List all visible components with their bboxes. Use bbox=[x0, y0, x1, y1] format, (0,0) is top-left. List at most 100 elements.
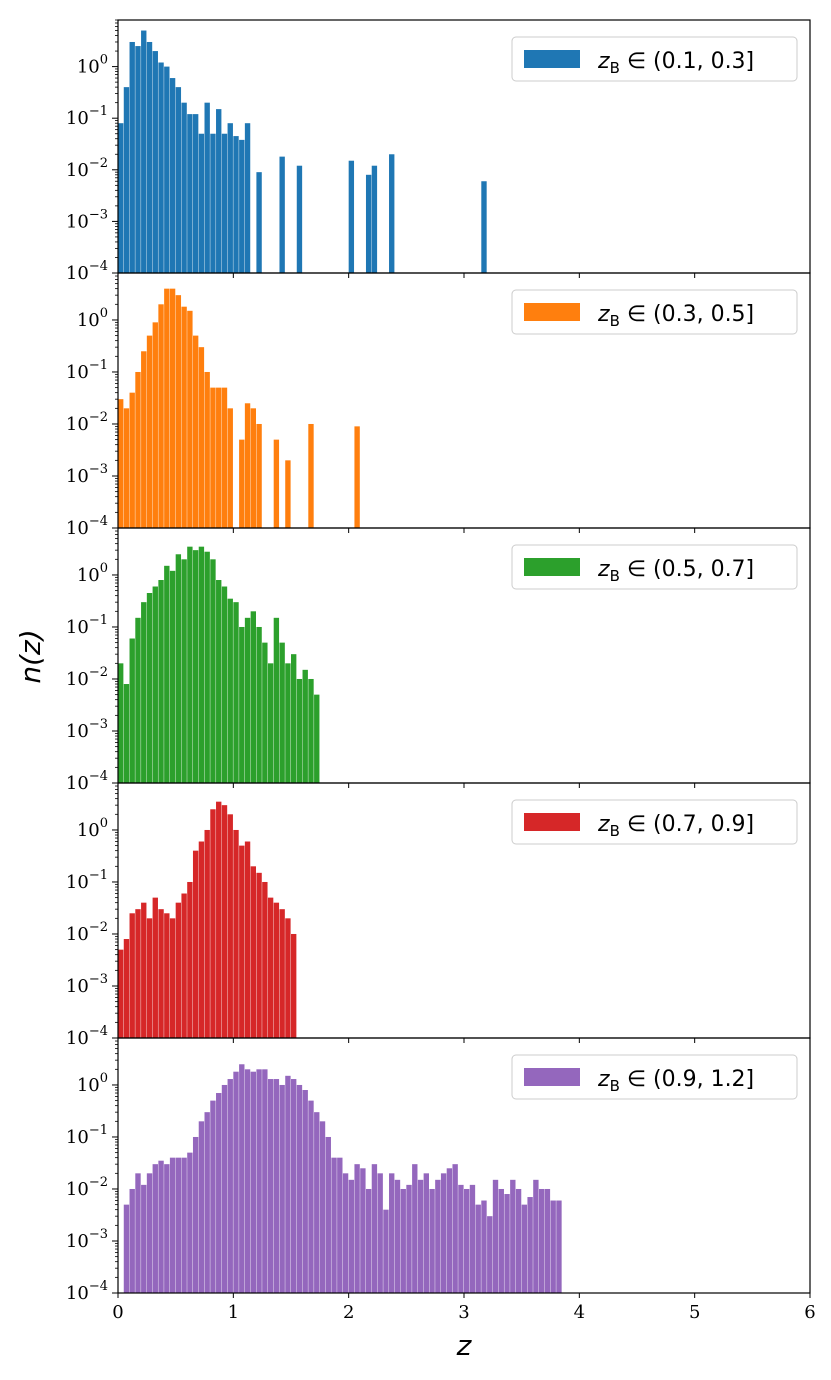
bar bbox=[256, 626, 262, 783]
bar bbox=[389, 154, 395, 273]
bar bbox=[452, 1164, 458, 1293]
bar bbox=[233, 1071, 239, 1293]
bar bbox=[192, 550, 199, 783]
x-tick-label: 6 bbox=[804, 1302, 815, 1323]
legend-swatch bbox=[524, 303, 580, 321]
bar bbox=[164, 66, 170, 273]
y-tick-label: 10−3 bbox=[66, 1227, 108, 1252]
legend-swatch bbox=[524, 813, 580, 831]
y-tick-label: 10−2 bbox=[66, 1175, 108, 1200]
legend-swatch bbox=[524, 558, 580, 576]
bar bbox=[227, 814, 233, 1038]
bar bbox=[250, 611, 256, 783]
bar bbox=[152, 1164, 158, 1293]
bar bbox=[216, 109, 222, 273]
legend-box bbox=[511, 289, 798, 335]
y-tick-label: 10−2 bbox=[66, 920, 108, 945]
bar bbox=[129, 41, 135, 274]
x-tick-label: 5 bbox=[689, 1302, 700, 1323]
bar bbox=[152, 51, 158, 273]
y-tick-label: 10−4 bbox=[66, 514, 108, 539]
bar bbox=[227, 408, 233, 528]
bar bbox=[550, 1200, 556, 1293]
x-tick-label: 1 bbox=[228, 1302, 239, 1323]
bar bbox=[192, 114, 199, 273]
bar bbox=[169, 78, 176, 273]
bar bbox=[181, 102, 187, 273]
bar bbox=[175, 554, 182, 783]
bar bbox=[123, 408, 130, 528]
bar bbox=[129, 638, 135, 783]
bar bbox=[187, 114, 193, 273]
bar bbox=[233, 602, 239, 783]
bar bbox=[302, 669, 308, 783]
bar bbox=[187, 1152, 193, 1293]
bar bbox=[198, 546, 205, 783]
bar bbox=[250, 1071, 256, 1293]
bar bbox=[279, 909, 285, 1038]
bar bbox=[296, 1084, 303, 1293]
bar bbox=[256, 872, 262, 1038]
bar bbox=[279, 156, 285, 273]
bar bbox=[169, 918, 176, 1038]
bar bbox=[515, 1188, 522, 1293]
bar bbox=[273, 439, 280, 528]
y-tick-label: 100 bbox=[77, 306, 108, 331]
bar bbox=[158, 62, 164, 274]
bar bbox=[360, 1168, 366, 1293]
x-tick-label: 0 bbox=[112, 1302, 123, 1323]
bar bbox=[423, 1173, 429, 1293]
bar bbox=[239, 845, 245, 1038]
bar bbox=[308, 1100, 314, 1293]
bar bbox=[187, 310, 193, 528]
y-tick-label: 10−2 bbox=[66, 410, 108, 435]
y-tick-label: 100 bbox=[77, 816, 108, 841]
bar bbox=[118, 123, 124, 273]
bar bbox=[308, 678, 314, 783]
bar bbox=[152, 586, 158, 783]
bar bbox=[371, 1164, 378, 1293]
bar bbox=[118, 399, 124, 528]
panel-3: 100 10−1 10−2 10−3 10−4 zB ∈ (0.5, 0.7] bbox=[66, 527, 811, 794]
y-axis-label: n(z) bbox=[14, 629, 47, 683]
bar bbox=[504, 1194, 510, 1293]
y-tick-label: 10−3 bbox=[66, 972, 108, 997]
y-tick-label: 10−4 bbox=[66, 769, 108, 794]
y-tick-label: 100 bbox=[77, 53, 108, 78]
bar bbox=[262, 1069, 268, 1293]
bar bbox=[169, 288, 176, 528]
bar bbox=[198, 347, 205, 528]
bar bbox=[135, 371, 141, 528]
bar bbox=[221, 805, 228, 1038]
bar bbox=[492, 1179, 499, 1293]
bar bbox=[164, 1164, 170, 1293]
bar bbox=[181, 1157, 187, 1293]
bar bbox=[141, 30, 147, 274]
bar bbox=[308, 423, 314, 528]
y-tick-label: 10−1 bbox=[66, 358, 108, 383]
bar bbox=[164, 565, 170, 783]
bar bbox=[342, 1173, 349, 1293]
bar bbox=[296, 165, 303, 273]
bar bbox=[227, 123, 233, 273]
bar bbox=[175, 295, 182, 528]
bar bbox=[204, 1112, 210, 1293]
bar bbox=[279, 1084, 285, 1293]
bar bbox=[291, 654, 297, 783]
bar bbox=[521, 1204, 528, 1293]
bar bbox=[262, 642, 268, 783]
bar bbox=[296, 678, 303, 783]
bar bbox=[458, 1184, 464, 1293]
bar bbox=[118, 663, 124, 783]
bar bbox=[210, 559, 216, 783]
bar bbox=[273, 617, 280, 783]
bar bbox=[435, 1179, 441, 1293]
bar bbox=[348, 1179, 355, 1293]
bar bbox=[291, 933, 297, 1038]
bar bbox=[325, 1136, 331, 1293]
bar bbox=[192, 1136, 199, 1293]
bar bbox=[141, 351, 147, 528]
bar bbox=[365, 1188, 372, 1293]
bar bbox=[331, 1157, 337, 1293]
bar bbox=[256, 1069, 262, 1293]
